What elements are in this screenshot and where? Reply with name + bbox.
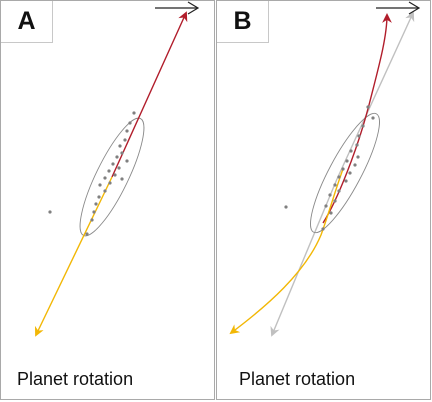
right-arrow-icon (155, 1, 200, 15)
data-point (117, 166, 121, 170)
caption-b: Planet rotation (239, 369, 356, 389)
data-point (329, 211, 333, 215)
data-point (344, 179, 348, 183)
point-cloud (284, 105, 375, 231)
data-point (118, 144, 122, 148)
data-point (125, 129, 129, 133)
data-point (132, 111, 136, 115)
panel-label-a: A (1, 1, 53, 43)
grey-arrow (336, 11, 415, 180)
data-point (115, 155, 119, 159)
panel-label-b: B (217, 1, 269, 43)
data-point (356, 155, 360, 159)
data-point (98, 183, 102, 187)
data-point (120, 151, 124, 155)
data-point (321, 227, 325, 231)
right-arrow-icon (376, 1, 421, 15)
data-point (353, 163, 357, 167)
caption-a: Planet rotation (17, 369, 134, 389)
panel-b: B (216, 0, 431, 400)
point-cloud (48, 111, 136, 236)
data-point (94, 202, 98, 206)
data-point (333, 183, 337, 187)
data-point (125, 159, 129, 163)
yellow-arrow (229, 168, 344, 335)
data-point (128, 121, 132, 125)
confidence-ellipse (310, 112, 380, 234)
red-arrow (111, 11, 188, 178)
data-point (123, 138, 127, 142)
data-point (341, 167, 345, 171)
data-point (345, 159, 349, 163)
outlier-point (48, 210, 52, 214)
data-point (371, 116, 375, 120)
diagram-b (229, 11, 415, 337)
red-arrow (322, 13, 392, 224)
data-point (333, 199, 337, 203)
data-point (85, 232, 89, 236)
data-point (324, 204, 328, 208)
yellow-arrow (34, 176, 113, 337)
outlier-point (284, 205, 288, 209)
data-point (349, 149, 353, 153)
panel-a: A (0, 0, 215, 400)
data-point (113, 173, 117, 177)
data-point (337, 189, 341, 193)
data-point (355, 143, 359, 147)
data-point (108, 181, 112, 185)
diagram-a (34, 11, 188, 337)
data-point (348, 171, 352, 175)
data-point (90, 218, 94, 222)
data-point (357, 134, 361, 138)
data-point (103, 176, 107, 180)
data-point (107, 169, 111, 173)
grey-arrow (270, 178, 338, 337)
data-point (366, 105, 370, 109)
data-point (92, 210, 96, 214)
data-point (361, 124, 365, 128)
data-point (111, 162, 115, 166)
data-point (103, 189, 107, 193)
data-point (120, 177, 124, 181)
data-point (337, 175, 341, 179)
data-point (97, 195, 101, 199)
data-point (328, 193, 332, 197)
